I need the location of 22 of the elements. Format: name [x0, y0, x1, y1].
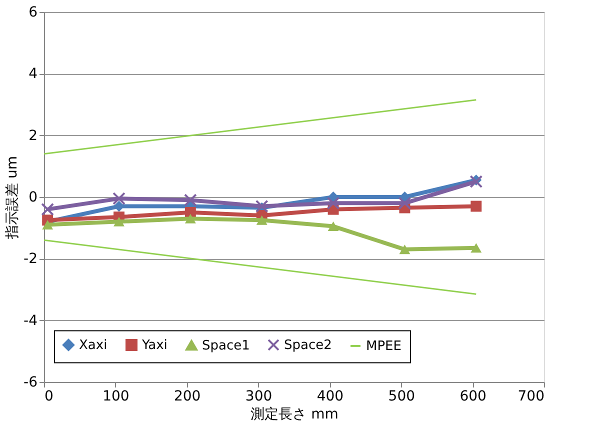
y-tick-label: 6: [28, 4, 38, 20]
y-tick-label: 2: [28, 128, 38, 144]
x-tick-label: 100: [102, 388, 130, 404]
y-axis-title: 指示誤差 um: [4, 156, 21, 240]
x-tick-label: 0: [44, 388, 54, 404]
x-axis-title: 測定長さ mm: [250, 406, 338, 422]
y-tick-label: -2: [24, 251, 38, 268]
x-tick-label: 300: [245, 388, 272, 404]
legend-label: Yaxi: [141, 338, 168, 353]
y-tick-label: 0: [28, 190, 38, 206]
x-tick-label: 500: [388, 388, 416, 404]
x-tick-label: 200: [174, 388, 201, 404]
y-tick-label: 4: [28, 66, 38, 82]
x-tick-label: 700: [518, 388, 544, 404]
legend-label: MPEE: [366, 338, 402, 354]
x-tick-label: 400: [316, 388, 344, 404]
legend-label: Space1: [202, 338, 250, 354]
x-tick-label: 600: [460, 388, 486, 404]
y-tick-label: -4: [24, 312, 38, 329]
legend-label: Xaxi: [79, 338, 108, 353]
y-tick-label: -6: [24, 374, 38, 390]
legend-label: Space2: [284, 338, 332, 353]
